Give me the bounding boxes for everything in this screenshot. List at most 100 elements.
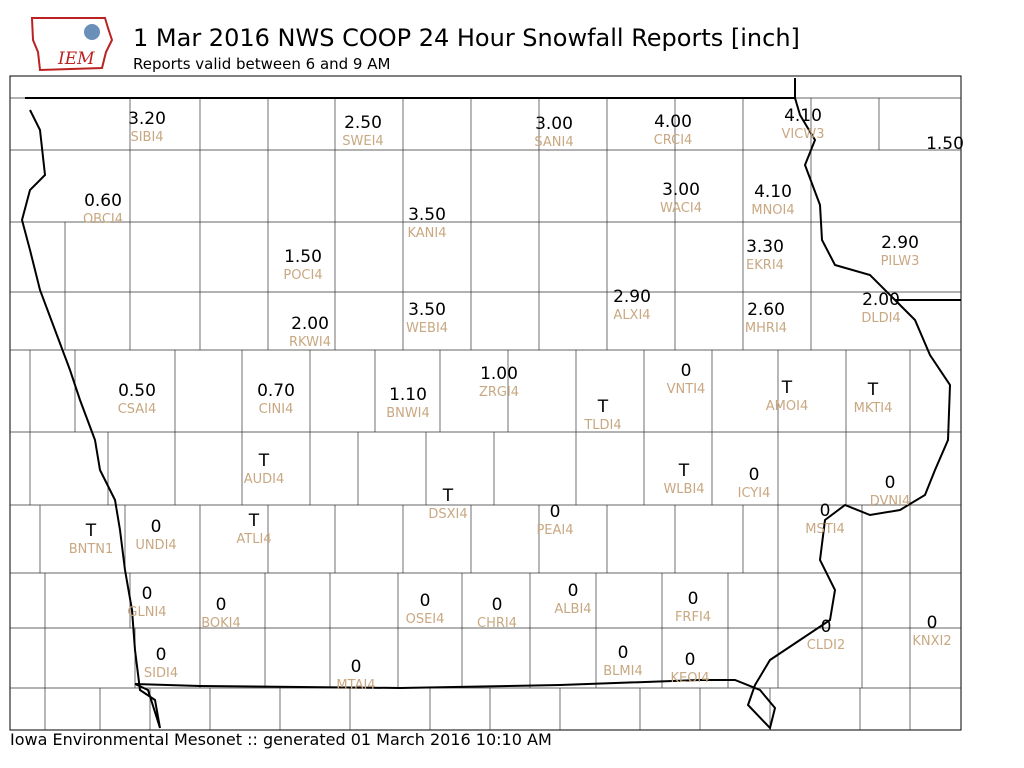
report-value: 1.50 <box>284 247 322 267</box>
station-id: AUDI4 <box>244 472 285 487</box>
station-id: MKTI4 <box>854 401 893 416</box>
footer: Iowa Environmental Mesonet :: generated … <box>10 730 552 749</box>
report-value: T <box>597 397 609 417</box>
station-id: CLDI2 <box>807 638 845 653</box>
station-id: CHRI4 <box>477 616 517 631</box>
report-value: 2.90 <box>613 287 651 307</box>
report-value: 4.10 <box>784 106 822 126</box>
station-id: DLDI4 <box>861 311 900 326</box>
station-id: BNWI4 <box>386 406 430 421</box>
report-value: 0 <box>156 645 167 665</box>
report-value: 3.20 <box>128 109 166 129</box>
state-borders <box>20 78 961 731</box>
report-value: 1.00 <box>480 364 518 384</box>
report-value: 3.50 <box>408 300 446 320</box>
report-value: 0 <box>550 502 561 522</box>
report-value: 0 <box>820 501 831 521</box>
station-id: FRFI4 <box>675 610 711 625</box>
station-id: DSXI4 <box>428 507 467 522</box>
report-value: 1.10 <box>389 385 427 405</box>
station-id: BNTN1 <box>69 542 114 557</box>
report-value: 0 <box>618 643 629 663</box>
report-value: 0 <box>821 617 832 637</box>
report-value: 0 <box>142 584 153 604</box>
county-lines <box>10 97 961 730</box>
report-value: 0 <box>492 595 503 615</box>
station-id: VNTI4 <box>667 382 706 397</box>
station-id: SWEI4 <box>342 134 383 149</box>
report-value: 4.10 <box>754 182 792 202</box>
station-id: SANI4 <box>534 135 573 150</box>
report-value: 0 <box>688 589 699 609</box>
station-id: KEOI4 <box>670 671 709 686</box>
report-value: 0 <box>685 650 696 670</box>
report-value: 0.70 <box>257 381 295 401</box>
report-value: 2.00 <box>862 290 900 310</box>
station-id: UNDI4 <box>135 538 176 553</box>
station-id: PILW3 <box>881 254 920 269</box>
title: 1 Mar 2016 NWS COOP 24 Hour Snowfall Rep… <box>133 24 800 52</box>
report-value: T <box>867 380 879 400</box>
station-id: KANI4 <box>407 226 446 241</box>
station-id: WACI4 <box>660 201 702 216</box>
station-id: BLMI4 <box>603 664 642 679</box>
report-value: T <box>85 521 97 541</box>
report-value: 4.00 <box>654 112 692 132</box>
subtitle: Reports valid between 6 and 9 AM <box>133 55 390 73</box>
report-value: T <box>442 486 454 506</box>
station-id: MNOI4 <box>751 203 794 218</box>
report-value: 0 <box>151 517 162 537</box>
report-value: 3.50 <box>408 205 446 225</box>
station-id: WEBI4 <box>406 321 448 336</box>
report-value: T <box>258 451 270 471</box>
station-id: GLNI4 <box>127 605 166 620</box>
report-value: 0 <box>681 361 692 381</box>
station-id: WLBI4 <box>663 482 704 497</box>
station-id: ICYI4 <box>738 486 771 501</box>
report-value: 1.50 <box>926 134 964 154</box>
logo: IEM <box>30 17 114 72</box>
station-id: VICW3 <box>782 127 825 142</box>
report-value: 0 <box>749 465 760 485</box>
report-value: 2.00 <box>291 314 329 334</box>
station-id: RKWI4 <box>289 335 331 350</box>
station-id: SIBI4 <box>130 130 163 145</box>
report-value: 3.30 <box>746 237 784 257</box>
report-value: 0 <box>351 657 362 677</box>
station-id: MHRI4 <box>745 321 787 336</box>
station-id: DVNI4 <box>870 494 911 509</box>
station-id: OSEI4 <box>406 612 445 627</box>
report-value: 0 <box>927 613 938 633</box>
station-id: CSAI4 <box>118 402 157 417</box>
station-id: OBCI4 <box>83 212 123 227</box>
station-id: POCI4 <box>283 268 322 283</box>
station-id: MSTI4 <box>805 522 845 537</box>
report-value: 0.50 <box>118 381 156 401</box>
report-value: 3.00 <box>535 114 573 134</box>
station-id: ALXI4 <box>613 308 650 323</box>
report-value: T <box>248 511 260 531</box>
report-value: 2.90 <box>881 233 919 253</box>
station-id: MTAI4 <box>336 678 375 693</box>
report-value: 0 <box>568 581 579 601</box>
iowa-border <box>20 97 952 731</box>
report-value: 0 <box>885 473 896 493</box>
station-id: KNXI2 <box>912 634 951 649</box>
station-id: TLDI4 <box>583 418 621 433</box>
logo-text: IEM <box>57 49 95 69</box>
station-id: EKRI4 <box>746 258 784 273</box>
report-value: 0 <box>216 595 227 615</box>
station-id: BOKI4 <box>201 616 241 631</box>
report-value: 0 <box>420 591 431 611</box>
report-value: T <box>678 461 690 481</box>
report-value: T <box>781 378 793 398</box>
station-id: SIDI4 <box>144 666 178 681</box>
report-value: 2.50 <box>344 113 382 133</box>
station-id: ATLI4 <box>236 532 271 547</box>
station-id: CRCI4 <box>654 133 693 148</box>
report-value: 2.60 <box>747 300 785 320</box>
station-id: AMOI4 <box>766 399 808 414</box>
map-frame <box>9 75 962 731</box>
